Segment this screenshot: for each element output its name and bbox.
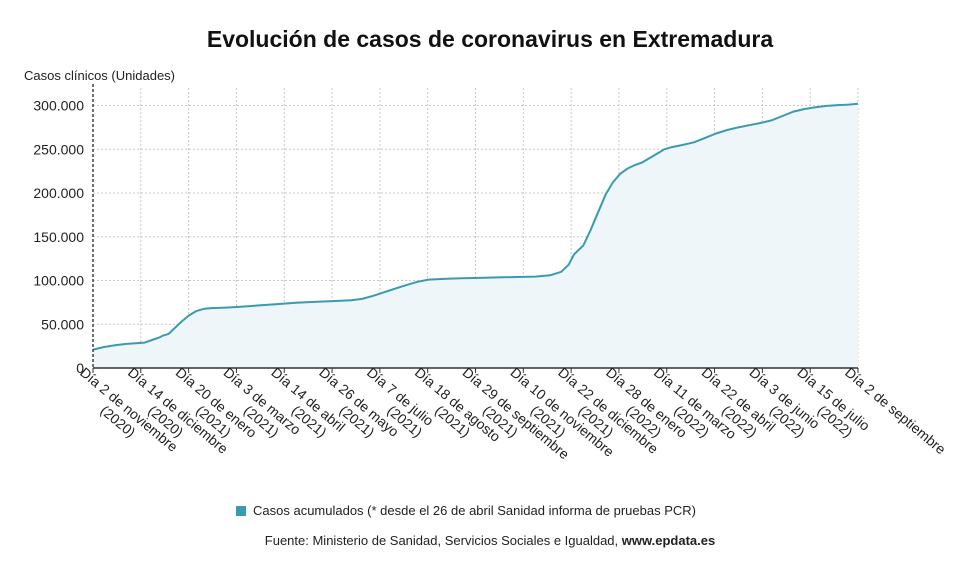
series-area	[93, 103, 858, 369]
legend-swatch	[236, 505, 246, 516]
source-site: www.epdata.es	[621, 533, 716, 548]
chart-title: Evolución de casos de coronavirus en Ext…	[206, 26, 774, 52]
y-tick-label: 100.000	[33, 273, 84, 289]
source-prefix: Fuente: Ministerio de Sanidad, Servicios…	[264, 533, 622, 548]
y-tick-label: 250.000	[33, 141, 84, 157]
y-tick-label: 300.000	[33, 98, 84, 114]
legend: Casos acumulados (* desde el 26 de abril…	[236, 503, 696, 518]
source-note: Fuente: Ministerio de Sanidad, Servicios…	[0, 533, 980, 548]
y-tick-label: 0	[76, 360, 84, 376]
series-line	[92, 102, 859, 351]
y-axis-label: Casos clínicos (Unidades)	[24, 68, 176, 83]
y-tick-label: 150.000	[33, 229, 84, 245]
y-tick-label: 200.000	[33, 185, 84, 201]
legend-label: Casos acumulados (* desde el 26 de abril…	[253, 503, 696, 518]
area-layer	[92, 102, 859, 369]
axis-layer	[92, 84, 859, 373]
y-tick-label: 50.000	[41, 316, 84, 332]
